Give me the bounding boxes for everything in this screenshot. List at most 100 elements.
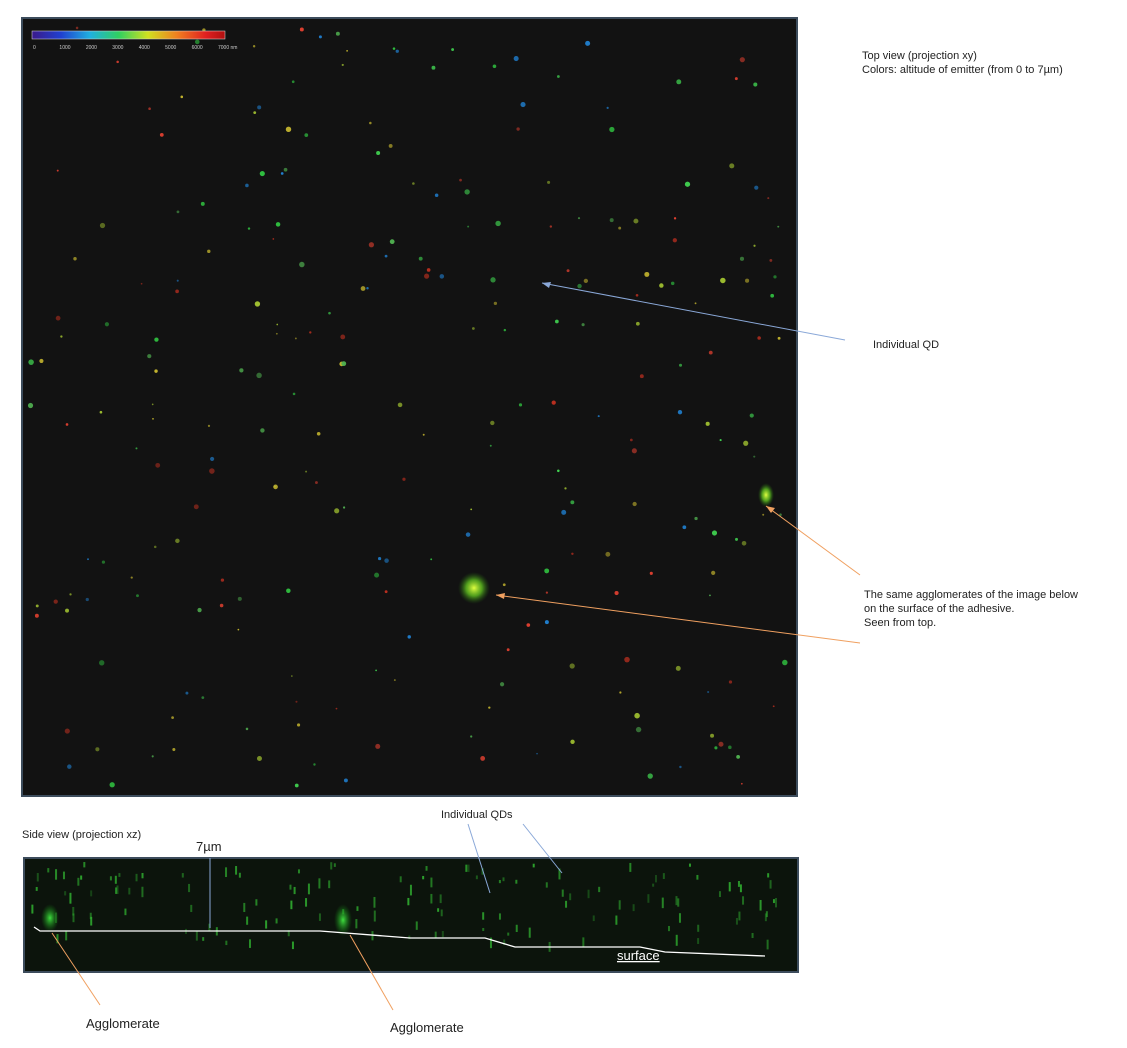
emitter [292, 942, 294, 950]
emitter [742, 896, 744, 904]
emitter [292, 80, 295, 83]
emitter [760, 900, 762, 911]
emitter [319, 35, 322, 38]
emitter [424, 274, 429, 279]
emitter [729, 882, 731, 891]
emitter [141, 283, 143, 285]
emitter [289, 885, 291, 890]
emitter [526, 623, 530, 627]
emitter [361, 286, 366, 291]
emitter [696, 875, 698, 880]
emitter [710, 734, 714, 738]
emitter [373, 897, 375, 908]
emitter [346, 50, 348, 52]
emitter [564, 487, 566, 489]
emitter [148, 107, 151, 110]
height-label: 7µm [196, 839, 222, 854]
emitter [729, 680, 732, 683]
emitter [356, 906, 358, 911]
emitter [334, 863, 336, 867]
emitter [467, 226, 469, 228]
emitter [767, 940, 769, 950]
emitter [272, 238, 274, 240]
emitter [185, 692, 188, 695]
emitter [154, 369, 157, 372]
emitter [671, 282, 674, 285]
emitter [110, 782, 115, 787]
emitter [426, 866, 428, 871]
emitter [248, 227, 250, 229]
emitter [35, 614, 39, 618]
emitter [624, 657, 630, 663]
colorbar-label: 7000 nm [218, 45, 237, 51]
emitter [136, 594, 139, 597]
emitter [255, 899, 257, 905]
emitter [60, 335, 62, 337]
emitter [115, 876, 117, 884]
emitter [629, 863, 631, 872]
emitter [36, 604, 39, 607]
emitter [598, 887, 600, 892]
emitter [410, 885, 412, 896]
emitter [412, 182, 415, 185]
emitter [172, 748, 175, 751]
emitter [437, 908, 439, 912]
emitter [753, 245, 755, 247]
emitter [336, 32, 340, 36]
emitter [147, 354, 151, 358]
emitter [72, 907, 74, 916]
emitter [246, 728, 249, 731]
emitter [570, 500, 574, 504]
emitter [577, 284, 581, 288]
emitter [209, 468, 215, 474]
emitter [495, 221, 500, 226]
emitter [697, 938, 699, 944]
emitter [317, 432, 321, 436]
emitter [442, 931, 444, 937]
emitter [634, 713, 640, 719]
emitter [465, 865, 467, 872]
emitter [668, 926, 670, 931]
emitter [305, 898, 307, 907]
annotation: Agglomerate [86, 1016, 160, 1031]
emitter [182, 873, 184, 877]
emitter [679, 766, 681, 768]
emitter [500, 682, 504, 686]
emitter [221, 578, 224, 581]
emitter [83, 862, 85, 867]
emitter [295, 337, 297, 339]
emitter [291, 675, 293, 677]
emitter [55, 869, 57, 880]
emitter [396, 50, 399, 53]
emitter [546, 882, 548, 887]
emitter [220, 604, 224, 608]
emitter [490, 277, 495, 282]
emitter [470, 508, 472, 510]
emitter [328, 312, 331, 315]
emitter [225, 867, 227, 877]
emitter [675, 896, 677, 905]
emitter [718, 742, 723, 747]
emitter [648, 773, 653, 778]
emitter [87, 558, 89, 560]
figure: 01000200030004000500060007000 nm Top vie… [0, 0, 1127, 1043]
emitter [374, 911, 376, 922]
emitter [416, 921, 418, 929]
emitter [740, 57, 745, 62]
emitter [430, 878, 432, 888]
side-view-title: Side view (projection xz) [22, 829, 141, 841]
emitter [110, 876, 112, 880]
emitter [105, 322, 109, 326]
emitter [430, 558, 432, 560]
emitter [257, 105, 261, 109]
emitter [516, 127, 519, 130]
emitter [593, 915, 595, 921]
emitter [65, 932, 67, 941]
emitter [766, 911, 768, 917]
emitter [636, 727, 641, 732]
emitter [490, 445, 492, 447]
emitter [775, 898, 777, 907]
emitter [286, 127, 291, 132]
emitter [636, 322, 640, 326]
emitter [694, 517, 697, 520]
